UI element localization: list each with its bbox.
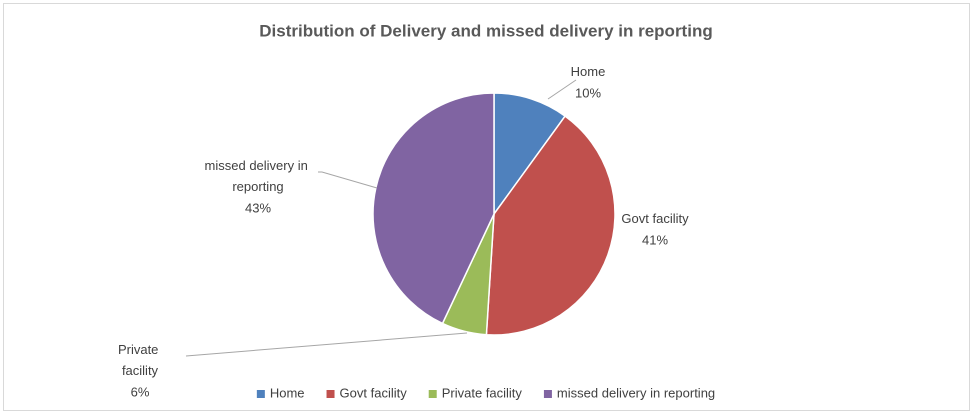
data-label-name: Private facility xyxy=(118,342,162,378)
legend-swatch xyxy=(326,390,335,398)
leader-line xyxy=(185,332,468,357)
pie-slice xyxy=(485,115,616,336)
data-label-value: 10% xyxy=(575,85,601,100)
legend-swatch xyxy=(428,390,437,398)
data-label-name: Home xyxy=(571,64,606,79)
legend-swatch xyxy=(543,390,552,398)
data-label-value: 43% xyxy=(245,200,271,215)
data-label-name: missed delivery in reporting xyxy=(205,158,312,194)
legend-label: Private facility xyxy=(442,385,523,400)
data-label-name: Govt facility xyxy=(621,211,689,226)
data-label-value: 41% xyxy=(642,232,668,247)
legend-label: missed delivery in reporting xyxy=(557,385,715,400)
pie-slice xyxy=(493,92,567,217)
chart-title: Distribution of Delivery and missed deli… xyxy=(259,21,712,40)
legend-swatch xyxy=(256,390,265,398)
legend-label: Govt facility xyxy=(340,385,408,400)
data-label-value: 6% xyxy=(131,384,150,399)
leader-line xyxy=(318,171,378,189)
leader-line xyxy=(547,79,577,100)
legend-label: Home xyxy=(270,385,305,400)
legend: Home Govt facility Private facility missed … xyxy=(256,385,715,400)
